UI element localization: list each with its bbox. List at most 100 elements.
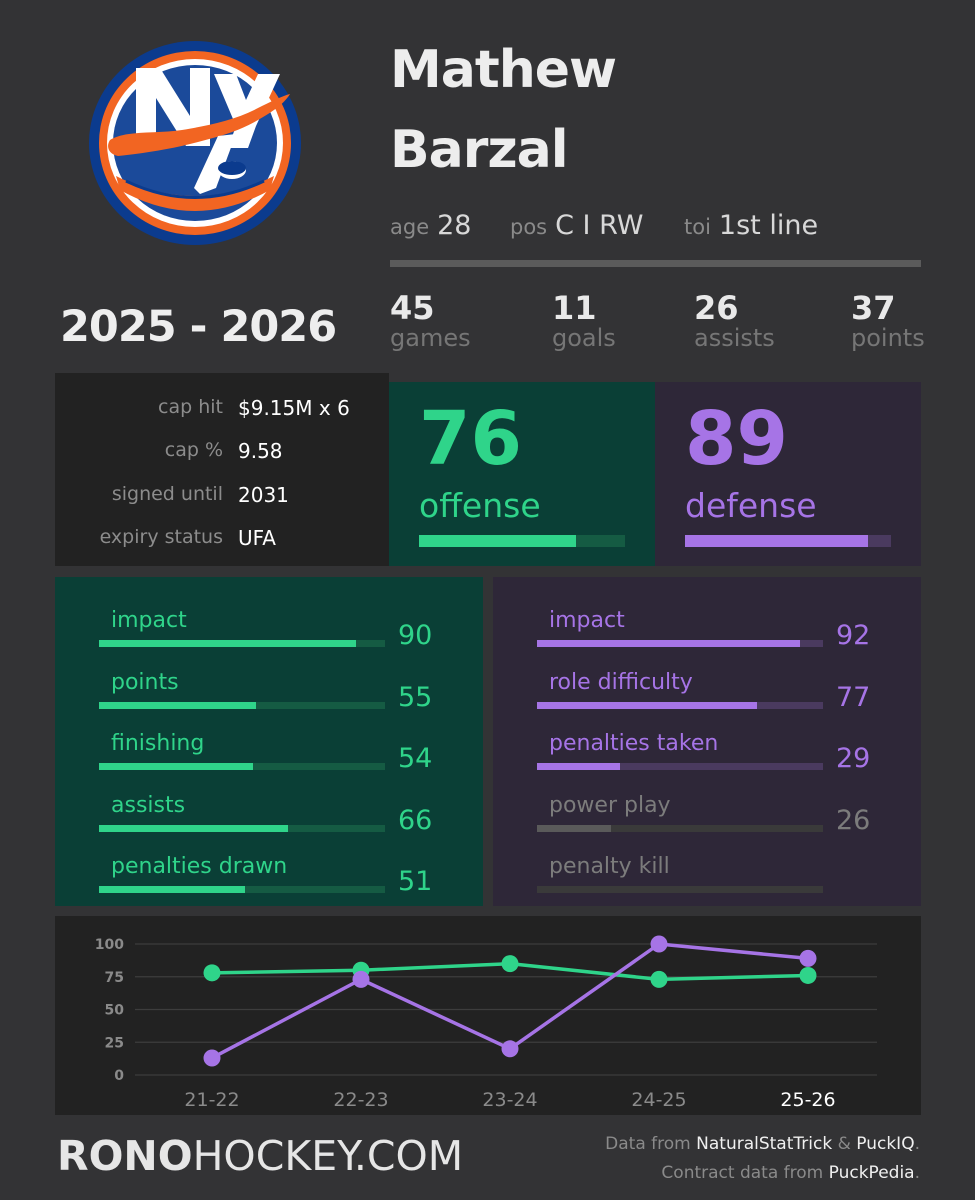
metric-label: penalties taken (549, 731, 719, 756)
contract-label: cap hit (158, 396, 223, 418)
stat-label: points (851, 323, 925, 352)
x-tick-label: 25-26 (780, 1089, 835, 1111)
metric-bar-track (99, 824, 385, 832)
metric-row: penalties taken 29 (493, 711, 921, 773)
metric-row: assists 66 (55, 773, 483, 835)
metric-bar-fill (537, 640, 801, 647)
defense-data-point (650, 935, 668, 953)
metric-label: impact (111, 608, 187, 633)
y-tick-label: 50 (105, 1003, 125, 1019)
offense-bar-track (419, 535, 625, 547)
metric-value: 66 (398, 804, 433, 836)
credit-prefix: Data from (605, 1134, 697, 1154)
metric-bar-fill (99, 763, 254, 770)
defense-bar-fill (685, 535, 869, 547)
player-toi: toi 1st line (684, 210, 818, 241)
brand-light: HOCKEY.COM (192, 1132, 464, 1180)
metric-bar-track (99, 640, 385, 647)
credit-dot: . (914, 1134, 920, 1154)
stat-value: 45 (390, 289, 435, 327)
toi-label: toi (684, 215, 711, 239)
offense-label: offense (419, 486, 541, 525)
y-tick-label: 75 (105, 970, 124, 986)
metric-bar-fill (537, 824, 612, 832)
metric-label: assists (111, 792, 186, 818)
defense-data-point (203, 1049, 221, 1067)
metric-bar-track (537, 824, 823, 832)
metric-row: impact 90 (55, 588, 483, 650)
defense-label: defense (685, 486, 817, 525)
metric-bar-fill (99, 824, 288, 832)
season-title: 2025 - 2026 (60, 302, 337, 352)
defense-data-point (799, 949, 817, 967)
contract-label: expiry status (99, 526, 223, 548)
stat-goals: 11 goals (552, 291, 616, 351)
metric-row: penalties drawn 51 (55, 834, 483, 896)
x-tick-label: 23-24 (482, 1089, 537, 1111)
credit-source-naturalstattrick[interactable]: NaturalStatTrick (696, 1134, 833, 1154)
metric-row: points 55 (55, 650, 483, 712)
trend-chart-svg: 0 25 50 75 100 21-22 22-23 23-24 24-25 25-26 (95, 935, 877, 1111)
metric-bar-track (537, 640, 823, 647)
credit-prefix: Contract data from (661, 1163, 829, 1183)
contract-credit: Contract data from PuckPedia. (661, 1163, 920, 1183)
defense-score-card: 89 defense (655, 382, 921, 566)
stat-value: 37 (851, 289, 896, 327)
offense-data-point (203, 964, 221, 982)
player-age: age 28 (390, 210, 471, 241)
stat-value: 26 (694, 289, 739, 327)
contract-label: signed until (111, 483, 223, 505)
metric-row: penalty kill (493, 834, 921, 896)
metric-bar-track (99, 701, 385, 709)
offense-bar-fill (419, 535, 576, 547)
metric-label: penalties drawn (111, 854, 288, 879)
metric-bar-track (537, 701, 823, 709)
metric-value: 77 (836, 681, 871, 713)
offense-data-point (799, 966, 817, 984)
brand-bold: RONO (57, 1132, 193, 1180)
metric-row: finishing 54 (55, 711, 483, 773)
metric-value: 29 (836, 743, 871, 774)
defense-data-point (501, 1040, 519, 1058)
credit-source-puckiq[interactable]: PuckIQ (856, 1134, 915, 1154)
y-tick-label: 0 (114, 1068, 124, 1084)
metric-label: finishing (111, 731, 205, 756)
contract-row-signed-until: signed until 2031 (55, 483, 389, 513)
metric-bar-fill (537, 701, 758, 709)
defense-score: 89 (685, 396, 788, 482)
metric-bar-track (537, 763, 823, 770)
offense-score-card: 76 offense (389, 382, 655, 566)
metric-bar-track (537, 886, 823, 893)
metric-row: impact 92 (493, 588, 921, 650)
metric-value: 90 (398, 620, 433, 651)
metric-bar-track (99, 763, 385, 770)
data-credit: Data from NaturalStatTrick & PuckIQ. (605, 1134, 920, 1154)
contract-value: 2031 (238, 483, 289, 507)
metric-bar-fill (537, 763, 620, 770)
credit-source-puckpedia[interactable]: PuckPedia (828, 1163, 915, 1183)
contract-value: UFA (238, 526, 276, 550)
age-label: age (390, 215, 430, 239)
contract-value: $9.15M x 6 (238, 396, 350, 420)
offense-data-point (650, 970, 668, 988)
metric-row: power play 26 (493, 773, 921, 835)
metric-label: penalty kill (549, 854, 670, 879)
brand-wordmark[interactable]: RONOHOCKEY.COM (57, 1136, 463, 1177)
stat-games: 45 games (390, 289, 471, 351)
defense-data-point (352, 970, 370, 988)
metric-bar-fill (99, 640, 357, 647)
offense-data-point (501, 955, 519, 973)
stat-points: 37 points (851, 289, 925, 352)
contract-panel: cap hit $9.15M x 6 cap % 9.58 signed unt… (55, 373, 389, 566)
contract-label: cap % (164, 439, 223, 461)
x-tick-label: 24-25 (631, 1089, 686, 1111)
player-last-name: Barzal (390, 120, 569, 180)
age-value: 28 (437, 210, 472, 241)
x-tick-label: 22-23 (333, 1089, 388, 1111)
metric-label: role difficulty (549, 669, 693, 695)
stat-label: assists (694, 323, 775, 352)
metric-label: points (111, 669, 179, 695)
metric-bar-fill (99, 886, 245, 893)
metric-value: 54 (398, 743, 433, 774)
metric-value: 55 (398, 681, 433, 713)
